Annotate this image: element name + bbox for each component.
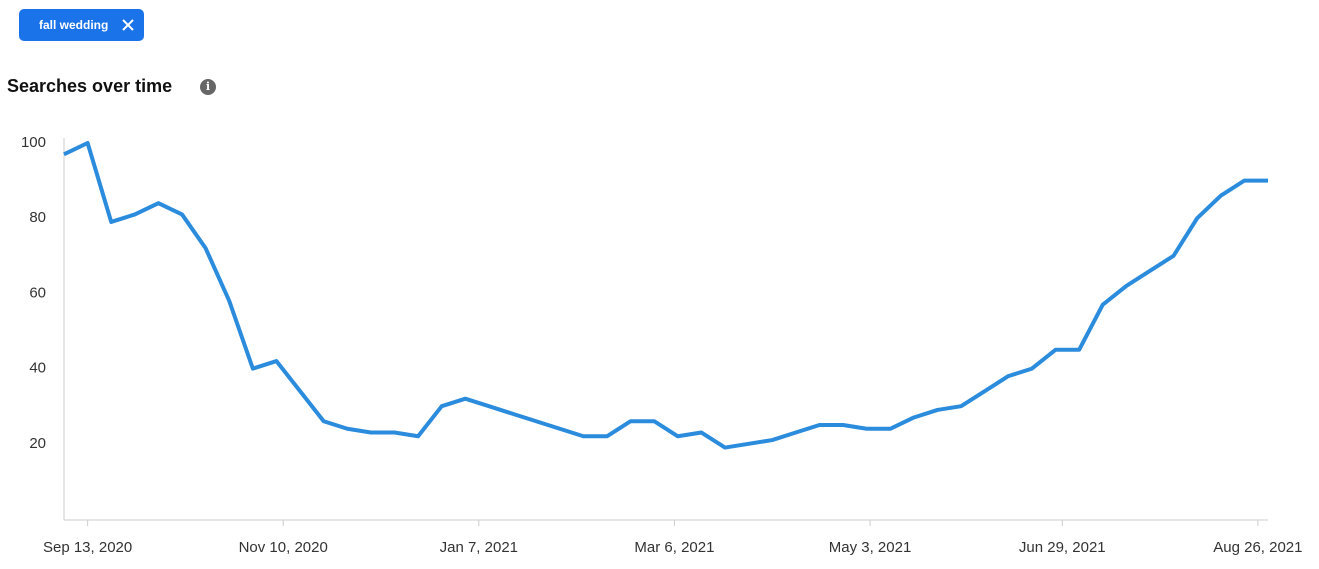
x-tick-label: Nov 10, 2020: [239, 539, 328, 556]
info-icon[interactable]: i: [200, 79, 216, 95]
filter-tag[interactable]: fall wedding: [19, 9, 144, 41]
filter-tag-label: fall wedding: [39, 18, 109, 32]
x-tick-label: Aug 26, 2021: [1213, 539, 1302, 556]
y-tick-label: 40: [29, 360, 46, 377]
data-line: [63, 141, 1268, 450]
y-tick-label: 100: [21, 134, 46, 151]
remove-icon[interactable]: [122, 19, 134, 31]
y-tick-label: 60: [29, 284, 46, 301]
y-tick-label: 20: [29, 435, 46, 452]
x-tick-label: Sep 13, 2020: [43, 539, 132, 556]
chart-title: Searches over time: [7, 76, 173, 96]
x-tick-label: May 3, 2021: [829, 539, 912, 556]
x-tick-label: Mar 6, 2021: [634, 539, 714, 556]
x-tick-label: Jun 29, 2021: [1019, 539, 1106, 556]
x-tick-label: Jan 7, 2021: [440, 539, 518, 556]
y-tick-label: 80: [29, 209, 46, 226]
